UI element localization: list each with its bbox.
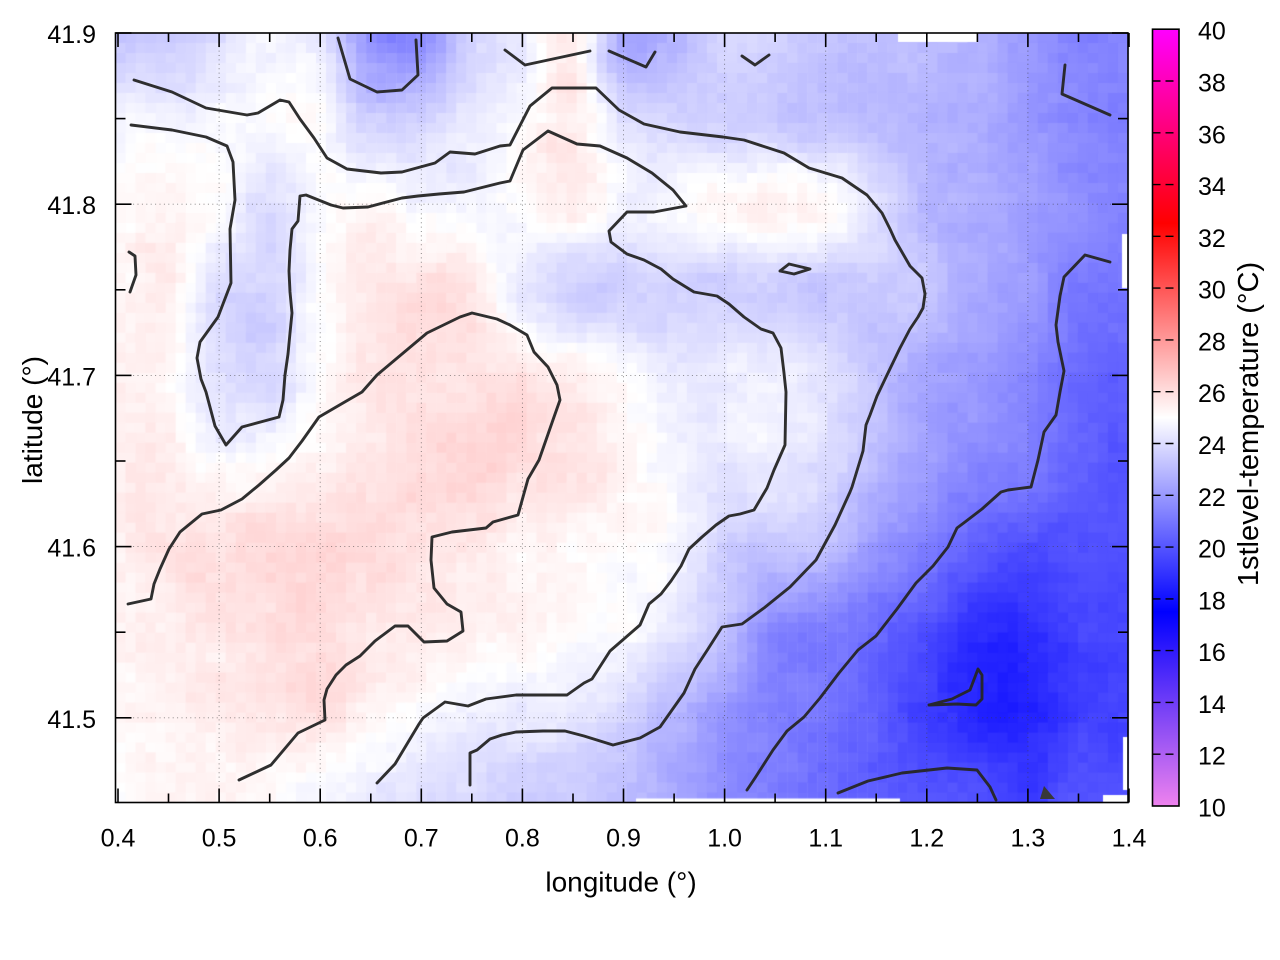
svg-text:1.4: 1.4 xyxy=(1112,825,1147,853)
svg-text:0.9: 0.9 xyxy=(606,825,641,853)
svg-text:1.3: 1.3 xyxy=(1011,825,1046,853)
svg-text:10: 10 xyxy=(1198,795,1226,823)
svg-text:0.6: 0.6 xyxy=(303,825,338,853)
svg-text:32: 32 xyxy=(1198,225,1226,253)
svg-text:41.9: 41.9 xyxy=(47,21,96,49)
svg-text:0.4: 0.4 xyxy=(101,825,136,853)
svg-text:20: 20 xyxy=(1198,536,1226,564)
svg-text:0.5: 0.5 xyxy=(202,825,237,853)
svg-text:30: 30 xyxy=(1198,277,1226,305)
svg-text:41.6: 41.6 xyxy=(47,535,96,563)
svg-text:41.5: 41.5 xyxy=(47,706,96,734)
svg-text:38: 38 xyxy=(1198,70,1226,98)
svg-text:0.7: 0.7 xyxy=(404,825,439,853)
svg-text:1.1: 1.1 xyxy=(808,825,843,853)
svg-text:16: 16 xyxy=(1198,639,1226,667)
svg-text:18: 18 xyxy=(1198,587,1226,615)
svg-text:26: 26 xyxy=(1198,380,1226,408)
svg-text:longitude (°): longitude (°) xyxy=(545,867,696,898)
svg-text:0.8: 0.8 xyxy=(505,825,540,853)
svg-text:22: 22 xyxy=(1198,484,1226,512)
svg-text:1stlevel-temperature (°C): 1stlevel-temperature (°C) xyxy=(1233,262,1265,586)
svg-text:latitude (°): latitude (°) xyxy=(17,356,48,484)
svg-text:41.8: 41.8 xyxy=(47,192,96,220)
svg-text:36: 36 xyxy=(1198,121,1226,149)
svg-text:1.0: 1.0 xyxy=(707,825,742,853)
svg-text:1.2: 1.2 xyxy=(909,825,944,853)
svg-text:14: 14 xyxy=(1198,691,1226,719)
svg-text:12: 12 xyxy=(1198,743,1226,771)
svg-text:41.7: 41.7 xyxy=(47,363,96,391)
svg-text:40: 40 xyxy=(1198,18,1226,46)
svg-text:24: 24 xyxy=(1198,432,1226,460)
svg-text:34: 34 xyxy=(1198,173,1226,201)
svg-text:28: 28 xyxy=(1198,328,1226,356)
